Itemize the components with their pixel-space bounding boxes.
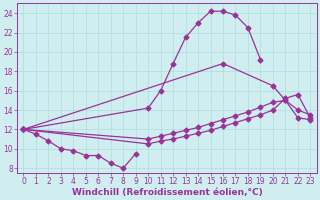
X-axis label: Windchill (Refroidissement éolien,°C): Windchill (Refroidissement éolien,°C) bbox=[72, 188, 262, 197]
